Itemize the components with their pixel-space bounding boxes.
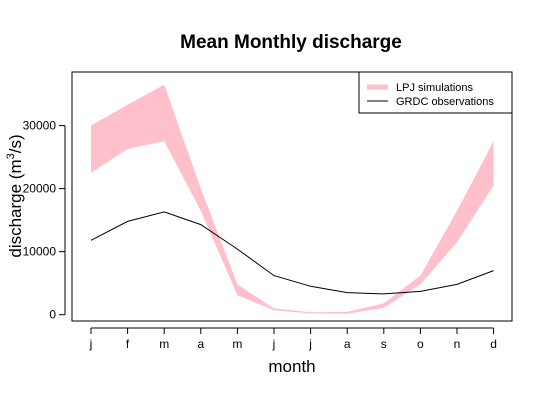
x-tick-label: j: [308, 337, 312, 351]
x-tick-label: j: [272, 337, 276, 351]
y-axis-title-superscript: 3: [5, 153, 17, 159]
y-tick-label: 10000: [23, 245, 57, 259]
y-axis-title-end: /s): [6, 134, 25, 153]
x-tick-label: m: [159, 337, 169, 351]
x-tick-label: a: [344, 337, 351, 351]
legend: LPJ simulations GRDC observations: [358, 71, 513, 114]
y-axis: 0 10000 20000 30000: [23, 119, 66, 322]
y-tick-label: 0: [49, 308, 56, 322]
y-tick-label: 20000: [23, 182, 57, 196]
x-tick-label: d: [490, 337, 497, 351]
x-tick-label: f: [126, 337, 130, 351]
y-axis-title-main: discharge (m: [6, 159, 25, 257]
x-tick-label: j: [89, 337, 93, 351]
x-tick-label: s: [381, 337, 387, 351]
legend-label-grdc-observations: GRDC observations: [396, 96, 494, 108]
x-axis-title: month: [268, 357, 315, 376]
x-tick-label: a: [197, 337, 204, 351]
x-tick-label: n: [454, 337, 461, 351]
legend-box: [358, 71, 513, 114]
plot-layer: [90, 84, 494, 314]
plot-frame: [71, 71, 513, 322]
series-band-lpj-simulations: [91, 84, 494, 314]
x-tick-label: o: [417, 337, 424, 351]
series-line-grdc-observations: [90, 211, 494, 295]
chart-title: Mean Monthly discharge: [180, 32, 402, 53]
legend-label-lpj-simulations: LPJ simulations: [396, 82, 474, 94]
x-tick-label: m: [232, 337, 242, 351]
y-tick-label: 30000: [23, 119, 57, 133]
y-axis-title: discharge (m3/s): [5, 134, 25, 257]
